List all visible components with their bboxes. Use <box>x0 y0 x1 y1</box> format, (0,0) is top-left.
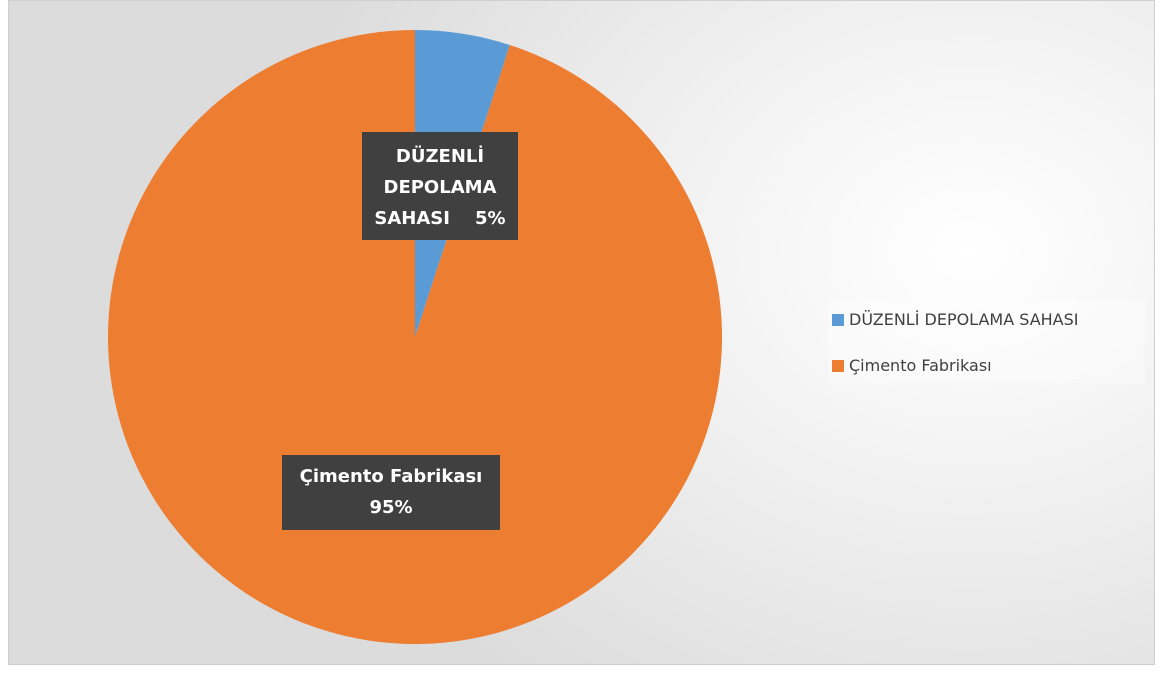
pie-slice <box>107 30 722 645</box>
legend-swatch <box>832 359 844 372</box>
data-label-value: 5% <box>475 208 506 229</box>
data-label: Çimento Fabrikası 95% <box>282 455 500 530</box>
data-label: DÜZENLİ DEPOLAMA SAHASI 5% <box>362 132 518 240</box>
data-label-value: 95% <box>369 497 413 518</box>
legend-label: Çimento Fabrikası <box>849 356 992 375</box>
legend-entry: DÜZENLİ DEPOLAMA SAHASI <box>832 310 1079 329</box>
legend-label: DÜZENLİ DEPOLAMA SAHASI <box>849 310 1079 329</box>
legend-swatch <box>832 313 844 326</box>
data-label-name: DÜZENLİ DEPOLAMA SAHASI <box>374 146 497 229</box>
legend-entry: Çimento Fabrikası <box>832 356 992 375</box>
legend: DÜZENLİ DEPOLAMA SAHASI Çimento Fabrikası <box>828 300 1145 383</box>
data-label-name: Çimento Fabrikası <box>299 466 483 487</box>
